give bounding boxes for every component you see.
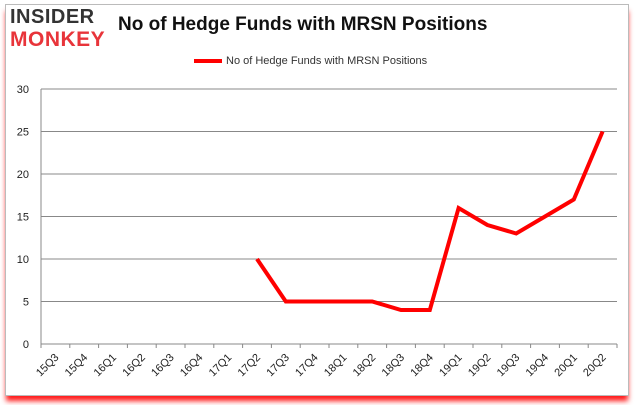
legend-label: No of Hedge Funds with MRSN Positions [226, 55, 428, 67]
y-tick-label: 20 [17, 169, 29, 181]
x-tick-label: 19Q3 [495, 352, 523, 380]
y-tick-label: 10 [17, 254, 29, 266]
y-tick-label: 30 [17, 84, 29, 96]
x-tick-label: 18Q4 [408, 352, 436, 380]
y-tick-label: 25 [17, 127, 29, 139]
legend: No of Hedge Funds with MRSN Positions [194, 55, 427, 67]
x-tick-label: 19Q1 [437, 352, 465, 380]
x-tick-label: 16Q1 [92, 352, 120, 380]
legend-swatch [194, 59, 222, 63]
y-tick-label: 15 [17, 212, 29, 224]
insider-monkey-logo: INSIDER MONKEY [10, 6, 120, 52]
x-tick-label: 15Q3 [34, 352, 62, 380]
x-tick-label: 20Q1 [552, 352, 580, 380]
y-tick-label: 5 [23, 297, 29, 309]
chart-frame [5, 4, 629, 396]
x-tick-label: 17Q1 [207, 352, 235, 380]
x-tick-label: 18Q3 [380, 352, 408, 380]
chart-title: No of Hedge Funds with MRSN Positions [118, 14, 488, 35]
x-tick-label: 20Q2 [581, 352, 609, 380]
series-line [255, 130, 605, 312]
x-tick-label: 17Q4 [293, 352, 321, 380]
x-tick-label: 18Q1 [322, 352, 350, 380]
x-tick-label: 16Q4 [178, 352, 206, 380]
x-tick-label: 15Q4 [63, 352, 91, 380]
x-tick-label: 18Q2 [351, 352, 379, 380]
x-tick-label: 19Q2 [466, 352, 494, 380]
logo-line2: MONKEY [10, 28, 106, 51]
x-tick-label: 16Q3 [149, 352, 177, 380]
logo-line1: INSIDER [10, 6, 95, 28]
x-tick-label: 17Q3 [264, 352, 292, 380]
y-tick-label: 0 [23, 339, 29, 351]
x-tick-label: 17Q2 [236, 352, 264, 380]
x-tick-label: 16Q2 [120, 352, 148, 380]
x-tick-label: 19Q4 [524, 352, 552, 380]
